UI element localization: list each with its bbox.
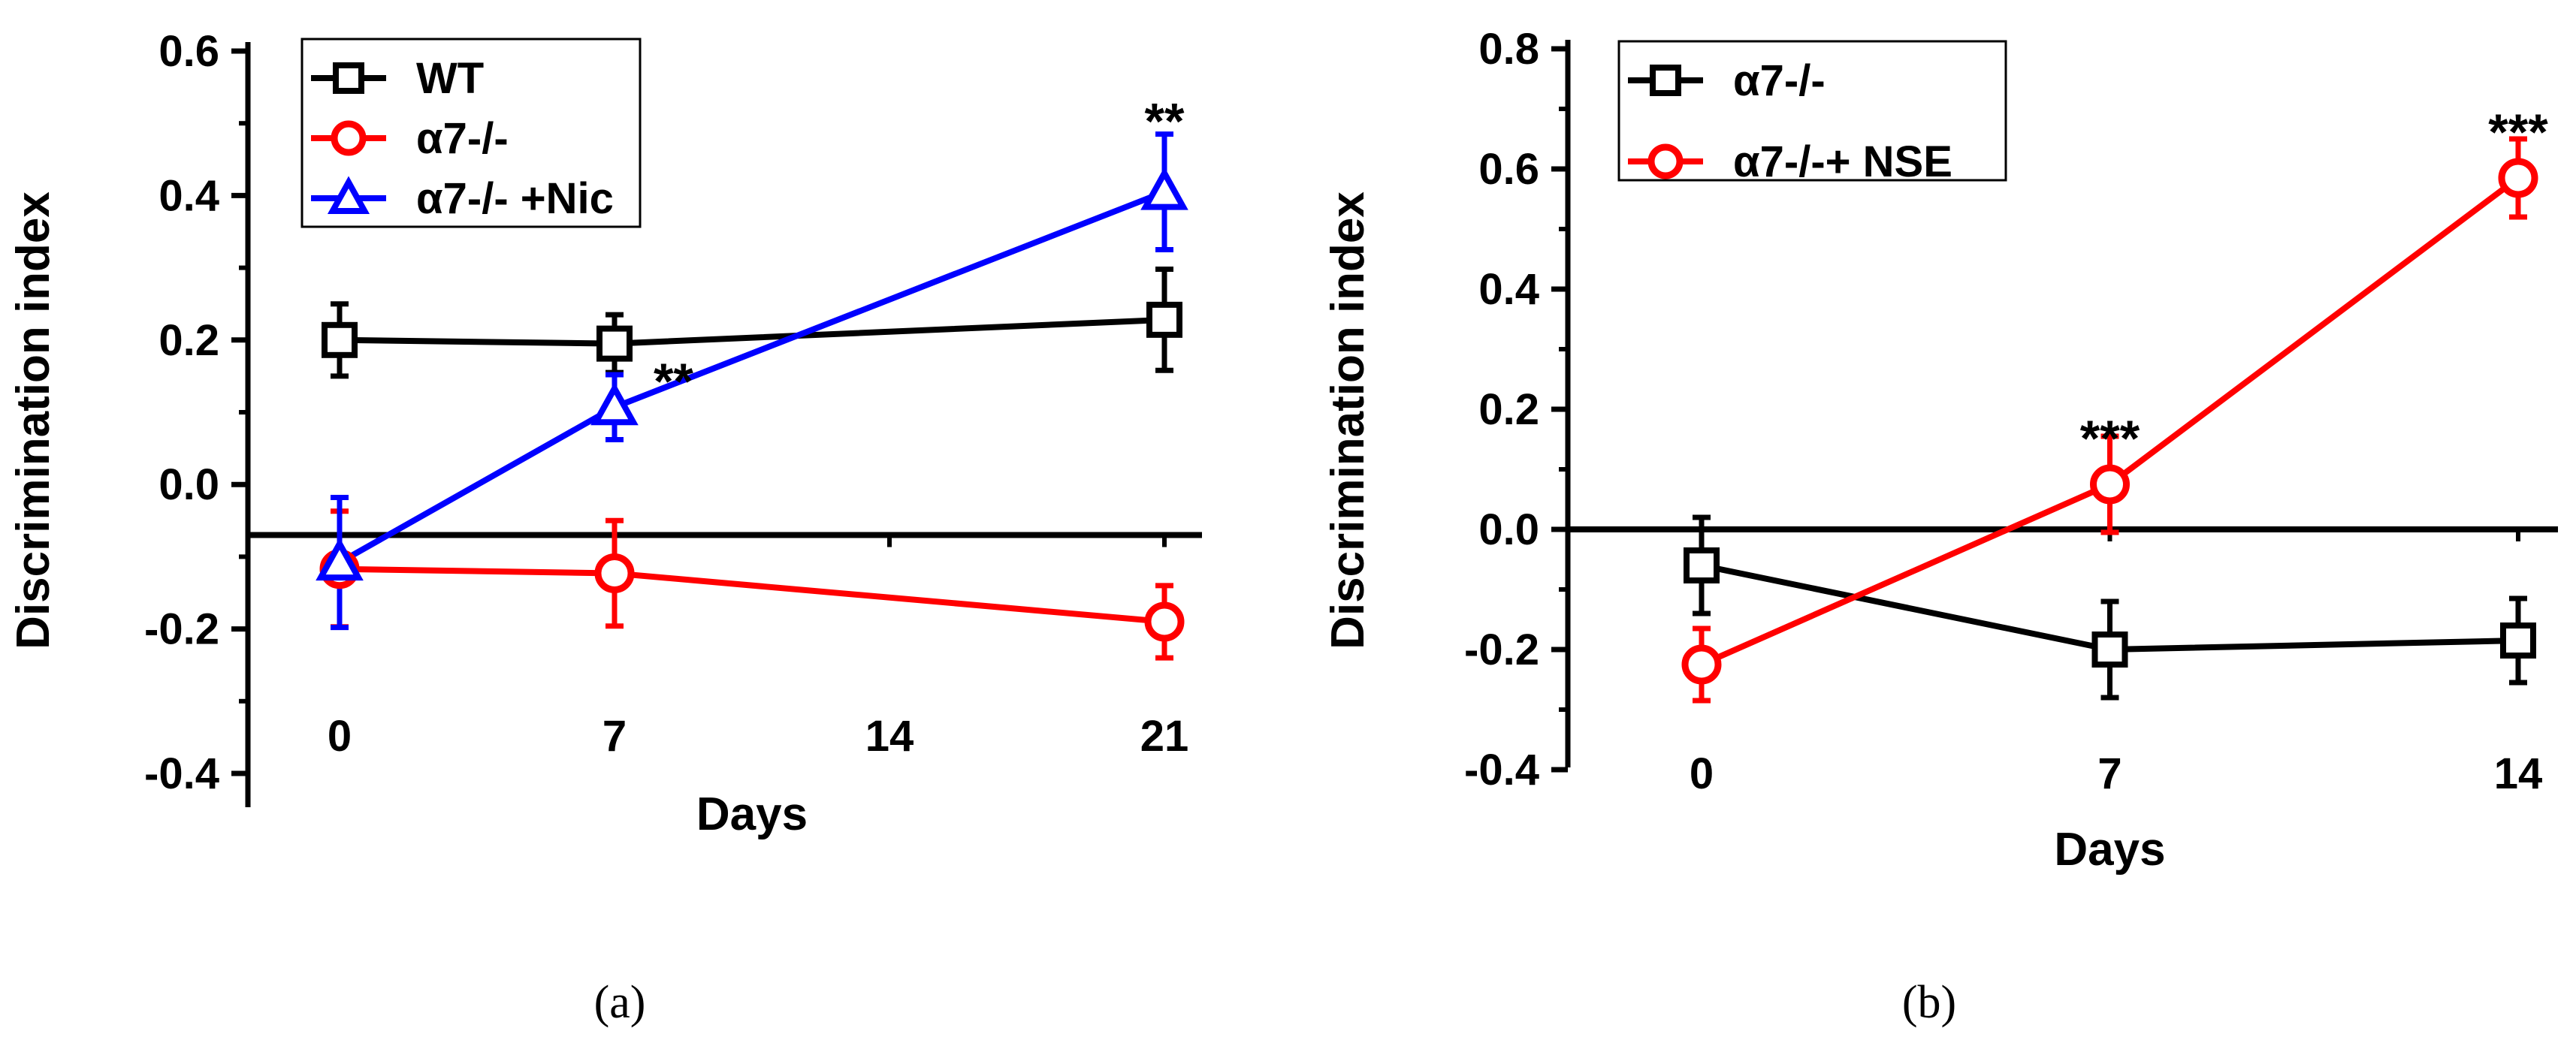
x-axis-title: Days <box>696 788 808 840</box>
legend-marker <box>1647 143 1684 179</box>
data-point <box>2498 158 2538 198</box>
data-point <box>1144 601 1185 642</box>
y-tick-label: 0.6 <box>1478 145 1539 194</box>
y-tick-label: 0.8 <box>1478 25 1539 74</box>
x-tick-label: 14 <box>2494 749 2543 798</box>
y-tick-label: 0.0 <box>159 460 219 509</box>
data-point <box>596 325 633 362</box>
panel-label: (a) <box>594 977 646 1028</box>
x-axis-title: Days <box>2054 824 2165 876</box>
data-point <box>594 553 635 594</box>
legend-label: α7-/- +Nic <box>416 174 614 223</box>
legend-label: WT <box>416 54 484 103</box>
y-tick-label: 0.4 <box>1478 265 1539 314</box>
legend-marker <box>331 120 367 156</box>
series-line <box>338 188 1166 565</box>
y-tick-label: 0.6 <box>159 27 219 76</box>
series-line <box>339 316 1165 347</box>
series-line <box>339 565 1165 625</box>
legend-label: α7-/- <box>416 114 509 163</box>
panel-a-chart: -0.4 -0.2 0.0 0.2 0.4 0.6 0 7 14 21 Days Discrimina… <box>8 27 1202 1028</box>
y-tick-label: -0.2 <box>144 605 219 654</box>
data-point <box>1140 167 1188 210</box>
significance-label: *** <box>2488 104 2548 161</box>
significance-label: *** <box>2080 410 2140 467</box>
data-point <box>1684 547 1720 583</box>
data-point <box>2500 622 2536 659</box>
legend-marker <box>333 62 364 94</box>
legend-marker <box>1650 65 1681 96</box>
y-tick-label: -0.2 <box>1464 625 1539 674</box>
x-tick-label: 0 <box>1690 749 1714 798</box>
data-point <box>2091 632 2128 668</box>
y-axis-title: Discrimination index <box>1322 191 1374 650</box>
legend-marker <box>327 176 370 214</box>
panel-b-chart: -0.4 -0.2 0.0 0.2 0.4 0.6 0.8 0 7 14 Days Discrimin… <box>1322 25 2558 1028</box>
data-point <box>322 321 358 358</box>
y-tick-label: 0.2 <box>1478 385 1539 434</box>
data-point <box>1146 301 1182 338</box>
legend: WT α7-/- α7-/- +Nic <box>300 38 642 228</box>
x-tick-label: 14 <box>865 712 914 761</box>
x-tick-label: 0 <box>328 712 352 761</box>
data-point <box>2090 464 2130 505</box>
significance-label: ** <box>654 353 693 410</box>
x-tick-label: 7 <box>2097 749 2122 798</box>
y-tick-label: 0.4 <box>159 171 219 220</box>
y-tick-label: 0.2 <box>159 316 219 365</box>
y-tick-label: -0.4 <box>1464 746 1539 794</box>
x-tick-label: 7 <box>602 712 627 761</box>
x-tick-label: 21 <box>1140 712 1189 761</box>
y-axis-title: Discrimination index <box>8 191 59 650</box>
data-point <box>590 382 639 426</box>
legend-box <box>1617 40 2007 182</box>
panel-label: (b) <box>1902 977 1956 1028</box>
y-tick-label: 0.0 <box>1478 505 1539 554</box>
legend: α7-/- α7-/-+ NSE <box>1617 40 2007 186</box>
data-point <box>1681 644 1722 685</box>
significance-label: ** <box>1145 93 1185 150</box>
legend-label: α7-/-+ NSE <box>1733 137 1952 186</box>
data-point <box>316 537 364 581</box>
y-tick-label: -0.4 <box>144 749 219 798</box>
legend-label: α7-/- <box>1733 56 1826 105</box>
